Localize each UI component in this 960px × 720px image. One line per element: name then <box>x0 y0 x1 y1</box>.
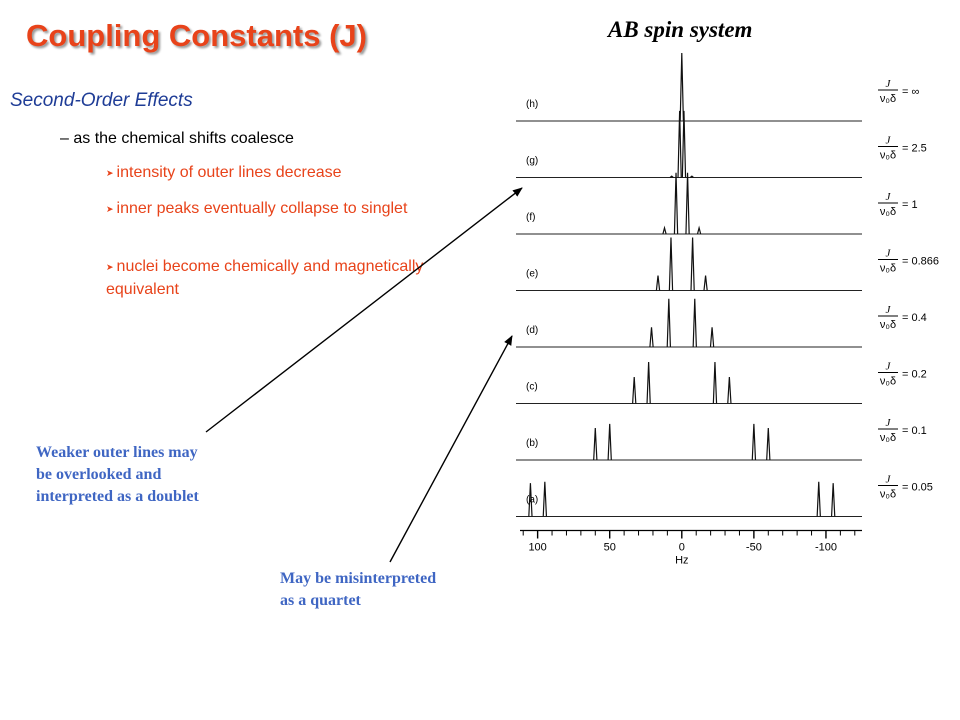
ratio-numerator: J <box>886 474 892 486</box>
tick-label: 100 <box>528 542 546 554</box>
ratio-value-g: = 2.5 <box>902 143 927 155</box>
ratio-denominator: ν₀δ <box>880 489 896 501</box>
peak-f-2 <box>673 172 679 235</box>
ratio-numerator: J <box>886 78 892 90</box>
tick-label: -50 <box>746 542 762 554</box>
ratio-denominator: ν₀δ <box>880 93 896 105</box>
peak-c-1 <box>632 376 637 404</box>
trace-label-c: (c) <box>526 382 538 393</box>
peak-c-3 <box>712 361 718 404</box>
peak-a-1 <box>528 483 533 517</box>
ratio-numerator: J <box>886 191 892 203</box>
ratio-denominator: ν₀δ <box>880 376 896 388</box>
ratio-value-h: = ∞ <box>902 86 919 98</box>
ratio-numerator: J <box>886 304 892 316</box>
peak-e-2 <box>668 237 674 291</box>
peak-g-3 <box>681 110 687 178</box>
doublet-note-line: Weaker outer lines may <box>36 444 198 461</box>
ratio-value-c: = 0.2 <box>902 369 927 381</box>
hz-axis: 100 50 0 -50 -100 Hz <box>520 529 862 567</box>
quartet-note-line: as a quartet <box>280 592 361 609</box>
peak-f-3 <box>685 172 690 235</box>
quartet-note-line: May be misinterpreted <box>280 570 437 587</box>
bullet-arrow-icon: ➤ <box>106 204 114 214</box>
peak-c-2 <box>646 361 651 404</box>
peak-b-2 <box>607 423 612 461</box>
ratio-value-a: = 0.05 <box>902 482 933 494</box>
ratio-denominator: ν₀δ <box>880 206 896 218</box>
trace-label-b: (b) <box>526 438 538 449</box>
peak-f-1 <box>662 225 667 235</box>
trace-label-h: (h) <box>526 99 538 110</box>
main-bullet: – as the chemical shifts coalesce <box>60 130 294 147</box>
peak-c-4 <box>727 376 732 404</box>
doublet-note-line: interpreted as a doublet <box>36 488 199 505</box>
tick-label: 0 <box>679 542 685 554</box>
trace-label-a: (a) <box>526 495 538 506</box>
peak-e-3 <box>690 237 695 291</box>
ratio-value-e: = 0.866 <box>902 256 939 268</box>
doublet-note-line: be overlooked and <box>36 466 162 483</box>
peak-b-1 <box>593 428 598 461</box>
bullet-arrow-icon: ➤ <box>106 168 114 178</box>
ratio-value-d: = 0.4 <box>902 312 927 324</box>
sub-bullet-outer-lines: ➤ intensity of outer lines decrease <box>106 162 451 185</box>
doublet-annotation: Weaker outer lines may be overlooked and… <box>36 442 199 508</box>
peak-b-4 <box>766 428 771 461</box>
peak-a-3 <box>816 481 821 517</box>
peak-d-3 <box>692 298 697 348</box>
peak-g-1 <box>669 175 674 178</box>
x-axis-label: Hz <box>675 555 688 567</box>
peak-d-4 <box>709 327 715 348</box>
peak-g-4 <box>689 175 694 178</box>
ratio-denominator: ν₀δ <box>880 319 896 331</box>
ratio-numerator: J <box>886 417 892 429</box>
ratio-value-b: = 0.1 <box>902 425 927 437</box>
sub-bullet-equivalent: ➤ nuclei become chemically and magnetical… <box>106 256 451 301</box>
peak-d-2 <box>666 298 672 348</box>
peak-e-1 <box>655 275 661 291</box>
section-heading: Second-Order Effects <box>10 90 193 111</box>
ratio-denominator: ν₀δ <box>880 432 896 444</box>
peak-a-4 <box>830 483 836 517</box>
ratio-denominator: ν₀δ <box>880 150 896 162</box>
sub-bullet-text: intensity of outer lines decrease <box>116 164 342 181</box>
bullet-arrow-icon: ➤ <box>106 262 114 272</box>
peak-b-3 <box>751 423 757 461</box>
trace-label-g: (g) <box>526 156 538 167</box>
ratio-numerator: J <box>886 361 892 373</box>
ratio-numerator: J <box>886 135 892 147</box>
trace-label-d: (d) <box>526 325 538 336</box>
quartet-annotation: May be misinterpreted as a quartet <box>280 568 436 612</box>
peak-e-4 <box>703 275 708 291</box>
spectra-traces <box>516 52 862 518</box>
doublet-arrow <box>205 187 523 433</box>
peak-h-1 <box>679 52 684 122</box>
peak-g-2 <box>677 110 682 178</box>
ratio-value-f: = 1 <box>902 199 918 211</box>
sub-bullet-text: nuclei become chemically and magneticall… <box>106 258 424 298</box>
ratio-numerator: J <box>886 248 892 260</box>
sub-bullet-inner-peaks: ➤ inner peaks eventually collapse to sing… <box>106 198 451 221</box>
peak-f-4 <box>696 225 702 235</box>
peak-d-1 <box>649 327 654 348</box>
tick-label: 50 <box>604 542 616 554</box>
tick-label: -100 <box>815 542 837 554</box>
sub-bullet-text: inner peaks eventually collapse to singl… <box>116 200 408 217</box>
trace-label-e: (e) <box>526 269 538 280</box>
ratio-denominator: ν₀δ <box>880 263 896 275</box>
quartet-arrow <box>389 335 513 563</box>
slide-title: Coupling Constants (J) <box>26 18 367 53</box>
peak-a-2 <box>542 481 548 517</box>
figure-label: AB spin system <box>608 17 753 42</box>
trace-label-f: (f) <box>526 212 535 223</box>
